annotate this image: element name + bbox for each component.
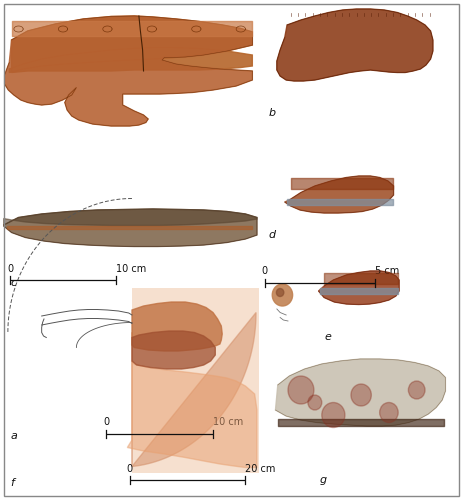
Bar [5, 288, 259, 472]
Polygon shape [132, 312, 256, 466]
Circle shape [272, 284, 293, 306]
Circle shape [276, 288, 284, 296]
Text: g: g [319, 475, 326, 485]
Text: 20 cm: 20 cm [245, 464, 276, 473]
Text: e: e [324, 332, 331, 342]
Text: 10 cm: 10 cm [116, 264, 146, 274]
Text: f: f [10, 478, 14, 488]
Polygon shape [277, 9, 433, 81]
Polygon shape [9, 16, 252, 72]
Polygon shape [5, 16, 252, 126]
Text: a: a [10, 431, 17, 441]
Text: 0: 0 [126, 464, 133, 473]
Polygon shape [4, 209, 257, 246]
Polygon shape [275, 359, 445, 426]
Circle shape [322, 402, 345, 427]
Circle shape [288, 376, 314, 404]
Text: d: d [269, 230, 275, 240]
Polygon shape [132, 331, 215, 369]
Polygon shape [127, 361, 257, 468]
Circle shape [308, 395, 322, 410]
Text: 0: 0 [262, 266, 268, 276]
Polygon shape [285, 176, 394, 213]
Circle shape [408, 381, 425, 399]
Polygon shape [319, 271, 399, 304]
Text: 10 cm: 10 cm [213, 417, 243, 427]
Text: 0: 0 [7, 264, 13, 274]
Bar [132, 288, 259, 472]
Polygon shape [4, 209, 257, 226]
Circle shape [380, 402, 398, 422]
Text: 5 cm: 5 cm [375, 266, 399, 276]
Text: b: b [269, 108, 275, 118]
Text: c: c [10, 278, 16, 287]
Circle shape [351, 384, 371, 406]
Polygon shape [132, 302, 222, 351]
Text: 0: 0 [103, 417, 110, 427]
